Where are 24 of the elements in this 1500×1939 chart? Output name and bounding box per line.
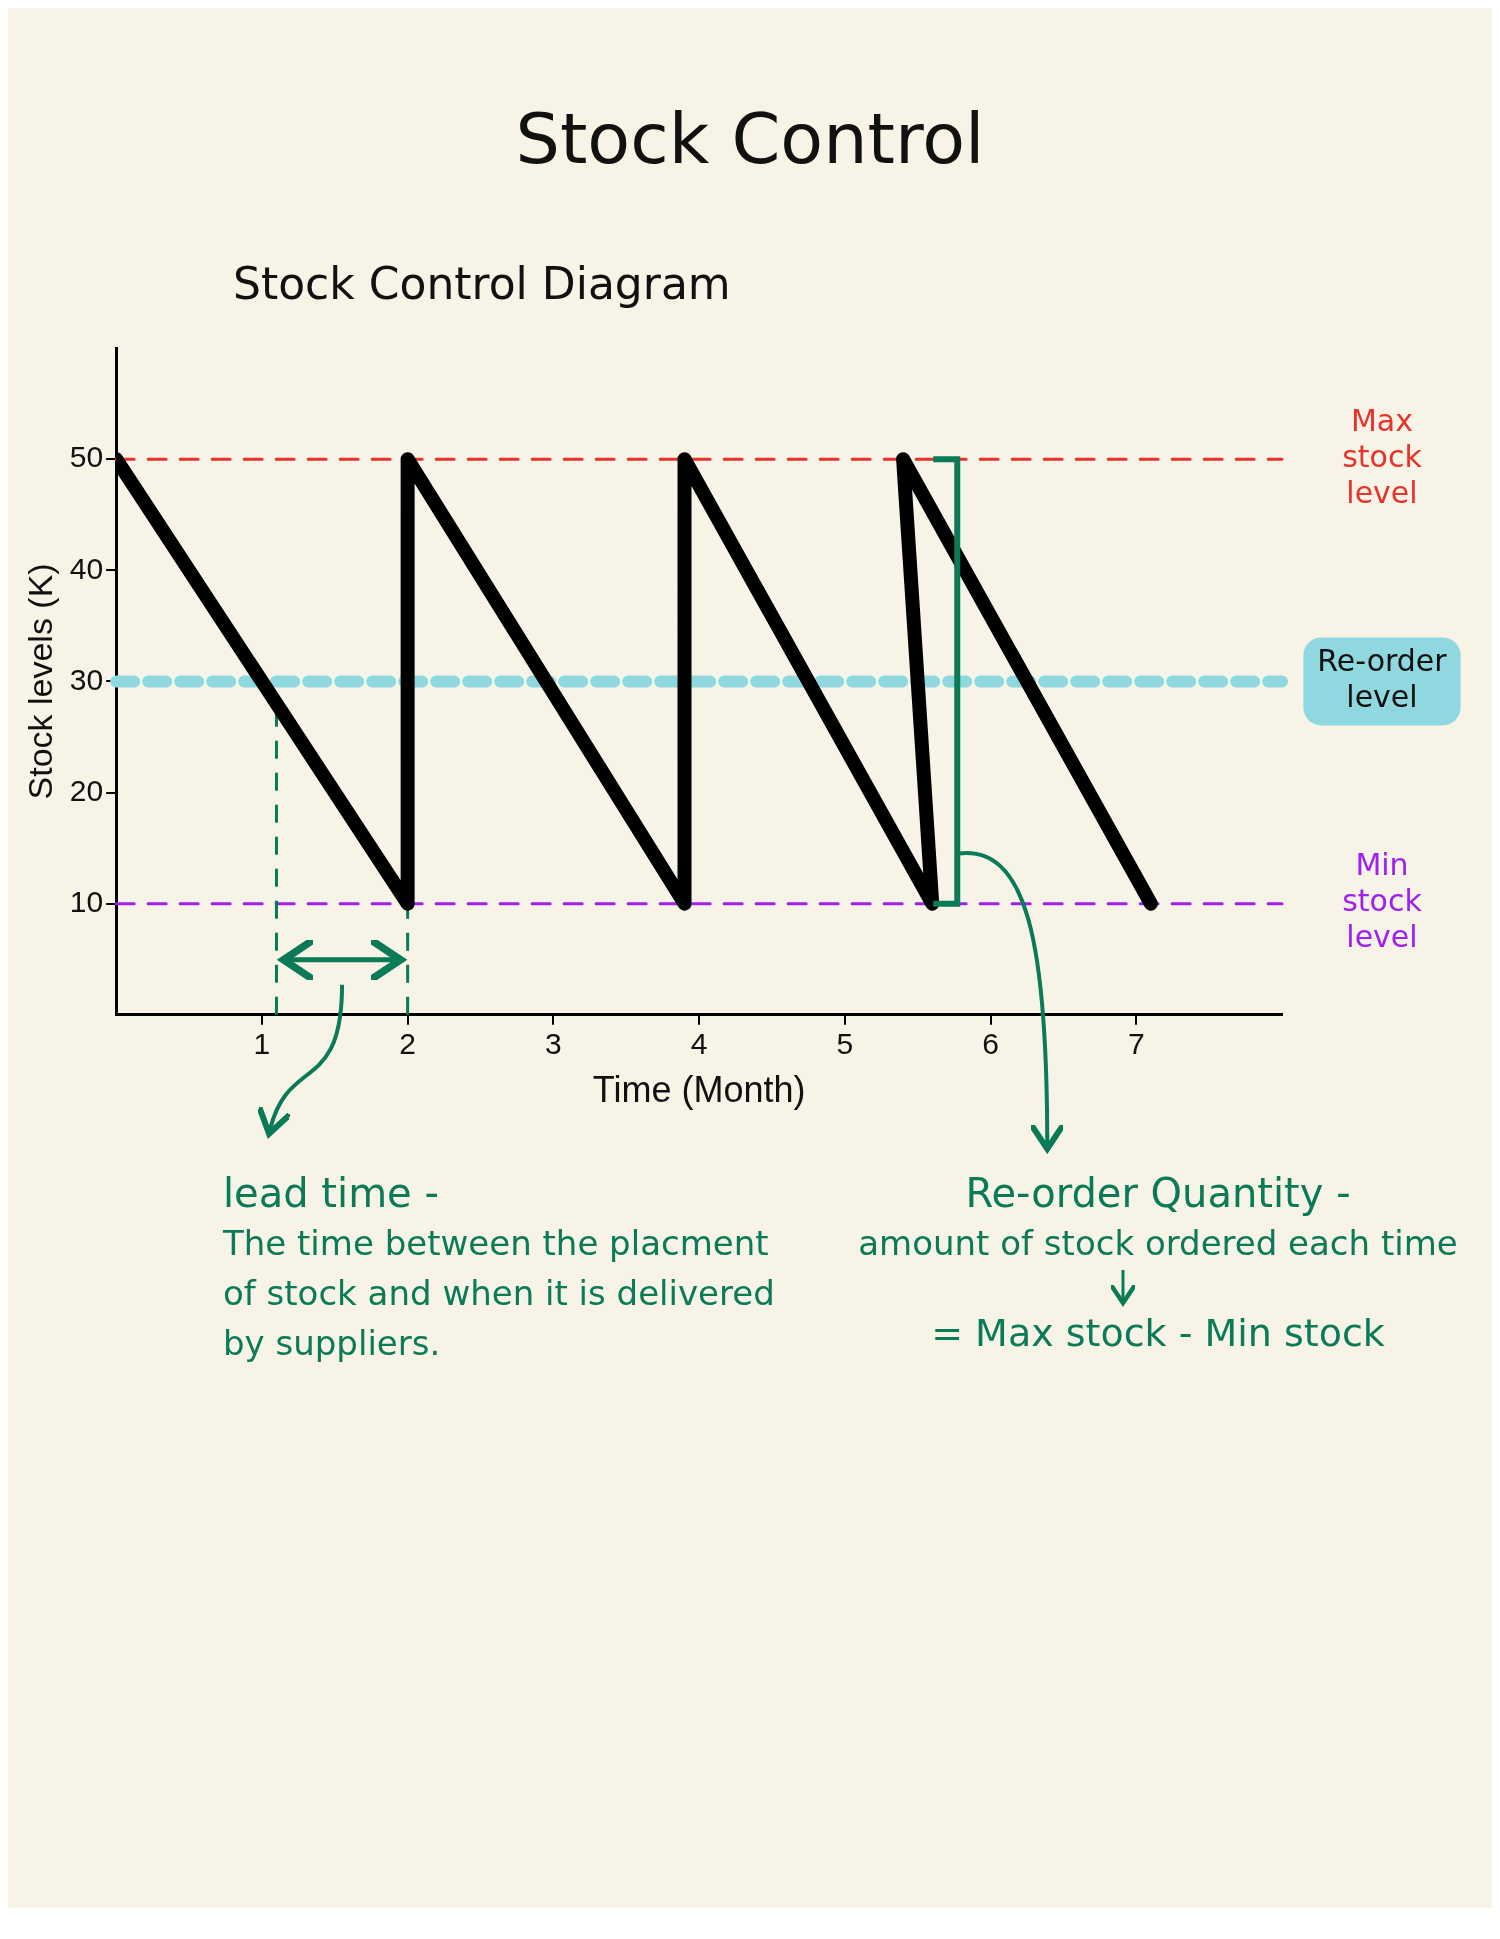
x-tick-label: 2	[399, 1027, 416, 1061]
y-tick-label: 40	[69, 551, 104, 585]
ref-line-label: Min stock level	[1342, 847, 1423, 955]
text: lead time -	[223, 1169, 440, 1218]
x-tick-label: 7	[1127, 1027, 1145, 1061]
x-tick-label: 6	[982, 1027, 999, 1061]
y-tick-label: 50	[69, 440, 104, 474]
chart-subtitle: Stock Control Diagram	[233, 258, 731, 309]
ref-line-label: Max stock level	[1342, 402, 1423, 510]
text: The time between the placment of stock and when it is delivered by suppliers.	[223, 1222, 776, 1365]
x-tick-label: 1	[253, 1027, 271, 1061]
ref-line-label: Re-order level	[1317, 643, 1448, 715]
x-axis-title: Time (Month)	[592, 1069, 806, 1111]
x-tick-label: 5	[836, 1027, 854, 1061]
y-tick-label: 10	[69, 884, 104, 918]
text: Re-order Quantity -	[964, 1169, 1352, 1218]
text: = Max stock - Min stock	[930, 1310, 1386, 1357]
text: amount of stock ordered each time	[857, 1222, 1459, 1265]
x-tick-label: 4	[690, 1027, 708, 1061]
chart-title: Stock Control	[514, 98, 986, 180]
x-tick-label: 3	[545, 1027, 562, 1061]
y-tick-label: 20	[69, 773, 104, 807]
y-axis-title: Stock levels (K)	[20, 563, 59, 800]
y-tick-label: 30	[69, 662, 104, 696]
